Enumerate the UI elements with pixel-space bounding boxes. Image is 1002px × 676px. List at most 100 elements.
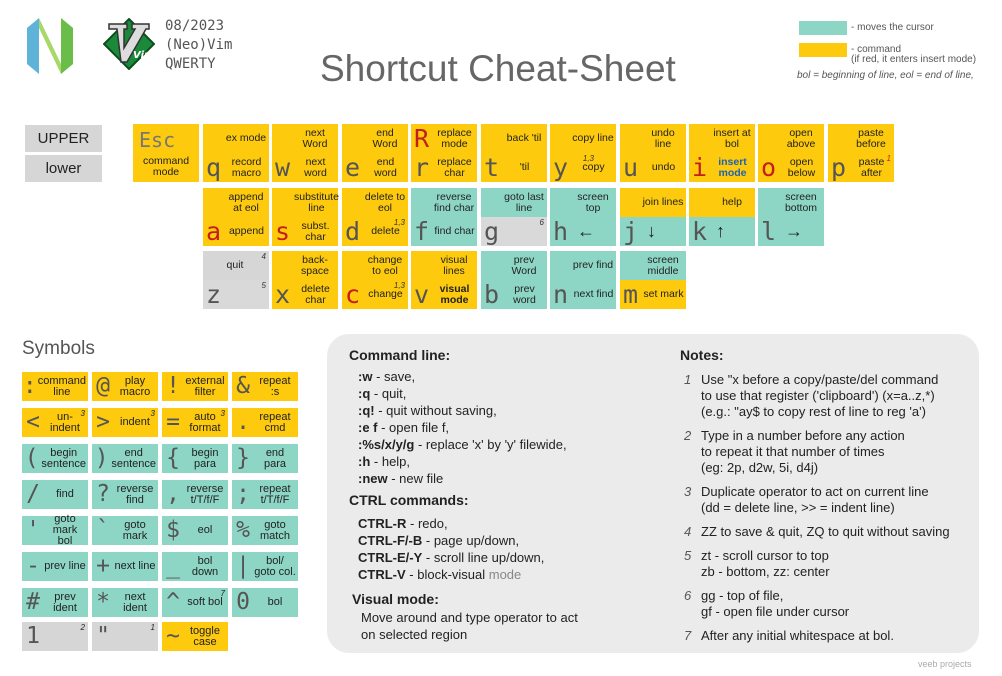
symbol-key: . repeat cmd: [232, 408, 298, 437]
cmd-line: :h - help,: [358, 454, 411, 469]
key-K-upper: help: [689, 188, 755, 217]
symbol-desc: soft bol: [187, 596, 223, 608]
ctrl-title: CTRL commands:: [349, 492, 469, 508]
symbol-key: # prev ident: [22, 588, 88, 617]
key-I-upper: insert at bol: [689, 124, 755, 153]
upper-label: UPPER: [25, 125, 102, 152]
key-J-upper: join lines: [620, 188, 686, 217]
r-key: r: [413, 153, 430, 182]
p-sup: 1: [886, 154, 891, 163]
symbol-key: ) end sentence: [92, 444, 158, 473]
x-desc: delete char: [301, 282, 330, 306]
d-sup: 1,3: [393, 218, 405, 227]
symbol-desc: external filter: [185, 374, 225, 398]
key-N-upper: prev find: [550, 251, 616, 280]
key-G-upper: goto last line: [481, 188, 547, 217]
symbol-desc: un-indent: [50, 410, 80, 434]
symbol-desc: command line: [37, 374, 86, 398]
symbol-desc: end para: [263, 446, 287, 470]
symbol-char: .: [236, 409, 250, 435]
key-c: c change 1,3: [342, 280, 408, 309]
footer-credit: veeb projects: [918, 659, 972, 669]
y-key: y: [552, 153, 569, 182]
key-k: k ↑: [689, 217, 755, 246]
symbol-char: :: [22, 373, 37, 399]
key-T-upper: back 'til: [481, 124, 547, 153]
a-key: a: [205, 217, 222, 246]
P-desc: paste before: [856, 126, 886, 150]
ctrl-line: CTRL-E/-Y - scroll line up/down,: [358, 550, 545, 565]
key-Q-upper: ex mode: [203, 124, 269, 153]
symbol-key: ` goto mark: [92, 516, 158, 545]
symbol-desc: prev line: [44, 560, 86, 572]
symbol-desc: reverse find: [116, 482, 154, 506]
key-L-upper: screen bottom: [758, 188, 824, 217]
symbol-char: <: [26, 409, 40, 435]
W-desc: next Word: [302, 126, 328, 150]
u-desc: undo: [651, 161, 676, 173]
w-key: w: [274, 153, 291, 182]
symbol-char: 1: [26, 623, 40, 649]
notes-title: Notes:: [680, 347, 724, 363]
o-key: o: [760, 153, 777, 182]
notes-list: 1 Use "x before a copy/paste/del command…: [684, 372, 974, 652]
cmd-line: :w - save,: [358, 369, 416, 384]
symbol-char: ~: [166, 623, 180, 649]
symbol-key: ' goto mark bol: [22, 514, 88, 547]
m-key: m: [622, 280, 639, 309]
f-key: f: [413, 217, 430, 246]
Q-desc: ex mode: [225, 132, 267, 144]
q-desc: record macro: [231, 155, 262, 179]
F-desc: reverse find char: [433, 190, 475, 214]
symbol-desc: repeat cmd: [259, 410, 291, 434]
symbol-sup: 3: [150, 409, 155, 418]
symbol-key: : command line: [22, 372, 88, 401]
e-key: e: [344, 153, 361, 182]
S-desc: substitute line: [294, 190, 339, 214]
symbol-desc: begin sentence: [41, 446, 87, 470]
r-desc: replace char: [437, 155, 472, 179]
E-desc: end Word: [372, 126, 398, 150]
key-esc: Esc command mode: [133, 124, 199, 182]
symbol-key: 0 bol: [232, 588, 298, 617]
symbol-char: ^: [166, 589, 180, 615]
symbol-key: , reverse t/T/f/F: [162, 480, 228, 509]
legend-yellow-sub: (if red, it enters insert mode): [851, 54, 977, 65]
arrow-up-icon: ↑: [716, 221, 725, 241]
symbol-key: / find: [22, 480, 88, 509]
i-desc: insert mode: [718, 155, 747, 179]
key-A-upper: append at eol: [203, 188, 269, 217]
symbol-char: =: [166, 409, 180, 435]
B-desc: prev Word: [511, 253, 537, 277]
C-desc: change to eol: [367, 253, 403, 277]
symbol-key: * next ident: [92, 588, 158, 617]
symbol-desc: bol: [267, 596, 283, 608]
symbol-desc: bol/ goto col.: [254, 554, 296, 578]
t-desc: 'til: [519, 161, 530, 173]
symbol-key: $ eol: [162, 516, 228, 545]
arrow-right-icon: →: [785, 221, 803, 241]
cmd-line: :q - quit,: [358, 386, 407, 401]
symbol-desc: next line: [114, 560, 156, 572]
symbol-key: > indent 3: [92, 408, 158, 437]
key-o: o open below: [758, 153, 824, 182]
key-F-upper: reverse find char: [411, 188, 477, 217]
key-h: h ←: [550, 217, 616, 246]
c-sup: 1,3: [393, 281, 405, 290]
symbol-key: ? reverse find: [92, 480, 158, 509]
symbol-desc: end sentence: [111, 446, 157, 470]
symbol-char: !: [166, 373, 180, 399]
D-desc: delete to eol: [364, 190, 406, 214]
symbol-desc: bol down: [191, 554, 219, 578]
O-desc: open above: [786, 126, 816, 150]
command-line-list: :w - save, :q - quit, :q! - quit without…: [358, 368, 567, 487]
symbol-char: -: [26, 553, 40, 579]
symbol-desc: find: [56, 488, 74, 500]
key-W-upper: next Word: [272, 124, 338, 153]
symbol-char: *: [96, 589, 110, 615]
key-Z-upper: quit 4: [203, 251, 269, 280]
arrow-left-icon: ←: [577, 221, 595, 241]
